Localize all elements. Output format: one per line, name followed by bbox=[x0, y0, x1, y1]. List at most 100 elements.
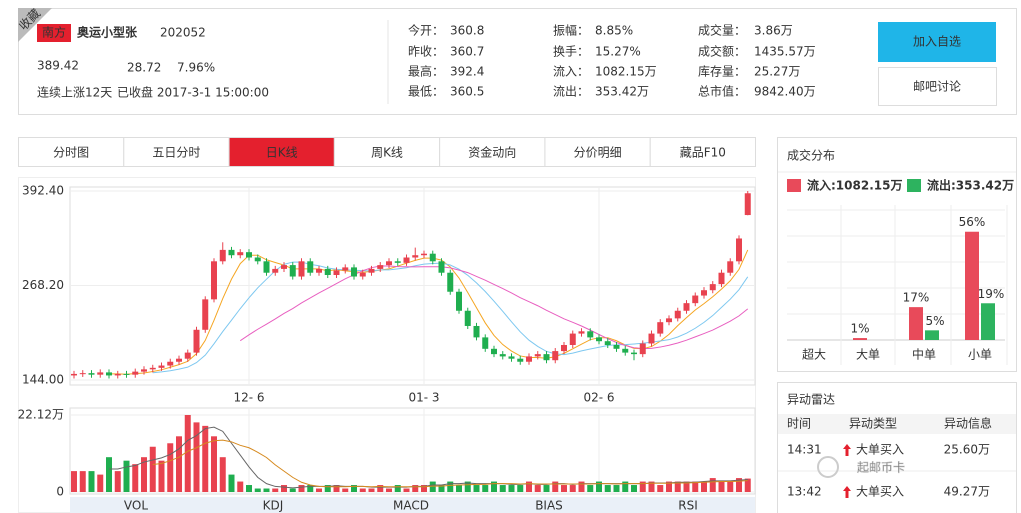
bar bbox=[925, 330, 939, 340]
volume-bar bbox=[237, 481, 244, 492]
watermark: 起邮币卡 bbox=[857, 461, 905, 475]
volume-bar bbox=[394, 485, 401, 492]
x-tick-label: 小单 bbox=[968, 348, 992, 362]
market: 南方 bbox=[42, 25, 66, 40]
value-label: 56% bbox=[959, 215, 986, 229]
volume-bar bbox=[403, 488, 410, 492]
volume-bar bbox=[342, 488, 349, 492]
y-tick-label: 0 bbox=[56, 485, 64, 499]
tab[interactable] bbox=[333, 137, 441, 167]
watch-label: 加入自选 bbox=[913, 35, 961, 49]
volume-bar bbox=[324, 485, 331, 492]
column-header: 异动类型 bbox=[849, 417, 897, 431]
volume-bar bbox=[622, 481, 629, 492]
tab[interactable] bbox=[649, 137, 757, 167]
tab-label: 周K线 bbox=[371, 146, 403, 160]
y-tick-label: 144.00 bbox=[22, 373, 64, 387]
indicator-tab[interactable]: KDJ bbox=[263, 499, 284, 513]
volume-bar bbox=[272, 488, 279, 492]
candle-body bbox=[421, 253, 427, 256]
indicator-tab[interactable]: MACD bbox=[393, 499, 429, 513]
candle-body bbox=[403, 257, 410, 263]
tab[interactable] bbox=[123, 137, 230, 167]
change-pct: 7.96% bbox=[177, 61, 215, 75]
candle-body bbox=[456, 291, 462, 311]
radar-box bbox=[777, 382, 1017, 513]
x-tick-label: 12- 6 bbox=[233, 391, 264, 405]
stat-label: 振幅： bbox=[553, 23, 589, 38]
candle-body bbox=[88, 373, 95, 375]
bar bbox=[853, 338, 867, 340]
tab-label: 分时图 bbox=[53, 146, 89, 160]
market-tag bbox=[37, 24, 71, 42]
volume-bar bbox=[123, 460, 130, 492]
volume-bar bbox=[561, 485, 567, 492]
volume-bar bbox=[184, 415, 191, 492]
stat-value: 8.85% bbox=[595, 24, 633, 38]
volume-bar bbox=[648, 481, 655, 492]
indicator-tab[interactable]: RSI bbox=[678, 499, 698, 513]
y-tick-label: 268.20 bbox=[22, 278, 64, 292]
candle-body bbox=[184, 352, 191, 359]
candle-body bbox=[657, 322, 664, 334]
stat-value: 15.27% bbox=[595, 45, 641, 59]
candle-body bbox=[123, 373, 130, 375]
volume-bar bbox=[412, 485, 419, 492]
candle-body bbox=[228, 249, 235, 256]
tab-label: 藏品F10 bbox=[680, 146, 726, 160]
value-label: 17% bbox=[903, 291, 930, 305]
candle-body bbox=[141, 369, 147, 372]
volume-bar bbox=[744, 478, 751, 492]
candle-body bbox=[578, 331, 585, 334]
volume-bar bbox=[228, 474, 235, 492]
volume-ma bbox=[152, 439, 748, 488]
candle-body bbox=[359, 272, 366, 277]
candle-body bbox=[744, 193, 751, 216]
candle-body bbox=[377, 265, 384, 269]
candle-body bbox=[692, 295, 699, 304]
legend-label: 流入:1082.15万 bbox=[807, 178, 902, 193]
volume-bar bbox=[613, 485, 620, 492]
tab-label: 分价明细 bbox=[574, 146, 622, 160]
volume-bar bbox=[158, 460, 165, 492]
indicator-tab[interactable]: VOL bbox=[124, 499, 148, 513]
stat-label: 昨收： bbox=[408, 45, 444, 59]
candle-body bbox=[71, 373, 77, 376]
candle-body bbox=[307, 261, 314, 273]
candle-body bbox=[517, 358, 524, 362]
volume-bar bbox=[674, 481, 681, 492]
forum-button[interactable] bbox=[878, 67, 997, 106]
legend-swatch bbox=[907, 179, 921, 192]
candle-body bbox=[587, 331, 594, 338]
volume-bar bbox=[683, 481, 690, 492]
watch-button[interactable] bbox=[878, 22, 996, 62]
chart-box bbox=[18, 177, 756, 513]
legend-swatch bbox=[787, 179, 801, 192]
volume-bar bbox=[569, 485, 576, 492]
candle-body bbox=[526, 356, 532, 362]
volume-area bbox=[69, 407, 756, 495]
candle-body bbox=[412, 255, 419, 258]
volume-bar bbox=[701, 481, 707, 492]
indicator-tab[interactable]: BIAS bbox=[535, 499, 563, 513]
dist-box bbox=[777, 137, 1017, 372]
candle-body bbox=[683, 303, 690, 311]
volume-bar bbox=[307, 485, 314, 492]
volume-bar bbox=[149, 446, 156, 492]
candle-body bbox=[622, 348, 629, 353]
cell-time: 13:42 bbox=[787, 485, 822, 499]
tab-label: 资金动向 bbox=[468, 145, 516, 160]
volume-bar bbox=[88, 471, 95, 492]
candle-body bbox=[631, 352, 637, 355]
volume-bar bbox=[289, 488, 296, 492]
x-tick-label: 超大 bbox=[802, 347, 826, 362]
volume-bar bbox=[421, 485, 427, 492]
volume-bar bbox=[254, 488, 261, 492]
column-header: 异动信息 bbox=[944, 416, 992, 431]
tab[interactable] bbox=[544, 137, 651, 167]
tab[interactable] bbox=[228, 137, 335, 167]
x-tick-label: 中单 bbox=[912, 347, 936, 362]
volume-bar bbox=[727, 481, 734, 492]
streak: 连续上涨12天 bbox=[37, 85, 112, 100]
candle-body bbox=[106, 372, 112, 376]
